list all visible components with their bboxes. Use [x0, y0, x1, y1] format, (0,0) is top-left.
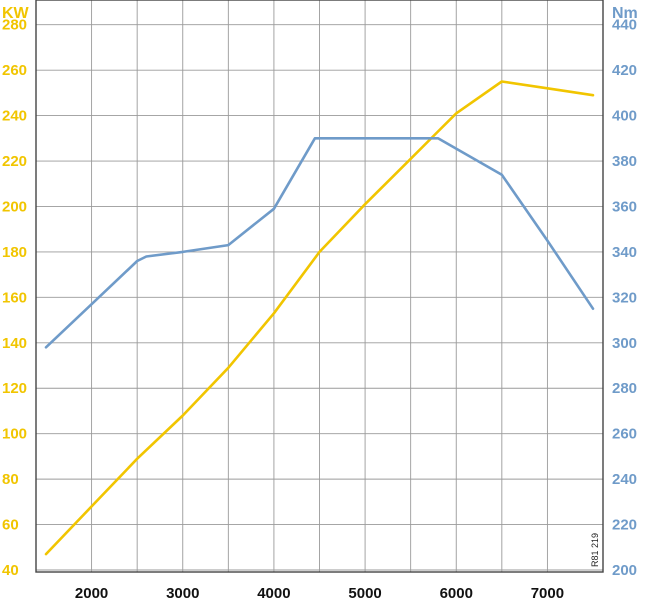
- left-tick-label: 240: [2, 108, 27, 125]
- left-tick-label: 260: [2, 62, 27, 79]
- right-tick-label: 440: [612, 17, 637, 34]
- series-lines: [44, 80, 595, 556]
- right-axis-unit: Nm: [612, 5, 638, 22]
- power-curve-line: [44, 80, 595, 556]
- right-tick-label: 380: [612, 153, 637, 170]
- x-tick-label: 5000: [348, 585, 381, 602]
- x-axis: 2000 3000 4000 5000 6000 7000: [75, 585, 564, 602]
- grid: [36, 0, 603, 572]
- x-tick-label: 3000: [166, 585, 199, 602]
- chart-annotation: R81 219: [590, 533, 600, 567]
- torque-curve-line: [44, 137, 595, 349]
- x-tick-label: 4000: [257, 585, 290, 602]
- left-axis: 40 60 80 100 120 140 160 180 200 220 240 260 280: [2, 17, 27, 579]
- left-tick-label: 40: [2, 562, 19, 579]
- left-tick-label: 160: [2, 289, 27, 306]
- x-tick-label: 6000: [440, 585, 473, 602]
- right-tick-label: 360: [612, 198, 637, 215]
- right-tick-label: 420: [612, 62, 637, 79]
- right-tick-label: 280: [612, 380, 637, 397]
- right-tick-label: 220: [612, 517, 637, 534]
- left-tick-label: 120: [2, 380, 27, 397]
- x-tick-label: 7000: [531, 585, 564, 602]
- left-tick-label: 140: [2, 335, 27, 352]
- left-tick-label: 220: [2, 153, 27, 170]
- left-tick-label: 200: [2, 198, 27, 215]
- left-tick-label: 280: [2, 17, 27, 34]
- right-tick-label: 400: [612, 108, 637, 125]
- right-tick-label: 240: [612, 471, 637, 488]
- right-axis: 200 220 240 260 280 300 320 340 360 380 400 420 440: [612, 17, 637, 579]
- plot-frame: [35, 0, 604, 573]
- left-tick-label: 180: [2, 244, 27, 261]
- right-tick-label: 340: [612, 244, 637, 261]
- x-tick-label: 2000: [75, 585, 108, 602]
- left-tick-label: 60: [2, 517, 19, 534]
- left-tick-label: 100: [2, 426, 27, 443]
- right-tick-label: 300: [612, 335, 637, 352]
- left-axis-unit: KW: [2, 5, 30, 22]
- right-tick-label: 200: [612, 562, 637, 579]
- right-tick-label: 320: [612, 289, 637, 306]
- left-tick-label: 80: [2, 471, 19, 488]
- right-tick-label: 260: [612, 426, 637, 443]
